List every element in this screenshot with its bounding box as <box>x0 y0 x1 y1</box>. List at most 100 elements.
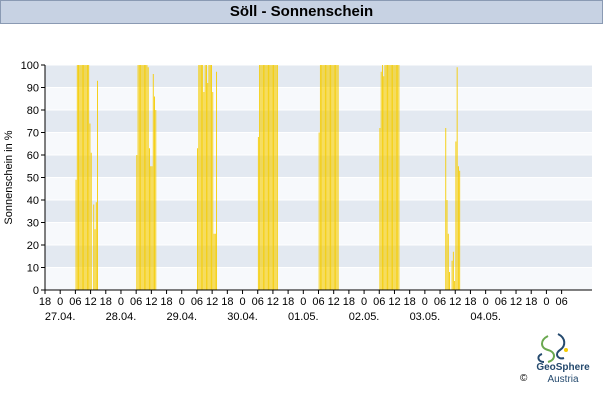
x-tick-label: 12 <box>328 296 340 308</box>
bar <box>152 74 154 290</box>
bar <box>395 65 397 290</box>
bar <box>151 166 153 290</box>
x-tick-label: 18 <box>39 296 51 308</box>
bar <box>97 80 98 290</box>
bar <box>388 65 390 290</box>
bar <box>138 65 140 290</box>
x-tick-label: 0 <box>300 296 306 308</box>
bar <box>84 65 86 290</box>
bar <box>389 65 391 290</box>
bar <box>200 65 202 290</box>
bar <box>325 65 326 290</box>
bar <box>385 65 387 290</box>
bar <box>330 65 331 290</box>
x-tick-label: 12 <box>510 296 522 308</box>
x-tick-label: 0 <box>543 296 549 308</box>
bar <box>209 65 211 290</box>
bar <box>265 65 267 290</box>
x-tick-label: 0 <box>361 296 367 308</box>
bar <box>204 65 206 290</box>
bar <box>445 128 447 290</box>
bar <box>323 65 325 290</box>
grid-band <box>45 245 592 268</box>
bar <box>259 65 261 290</box>
bar <box>90 152 92 290</box>
geosphere-logo-icon <box>537 333 568 363</box>
bar <box>319 65 321 290</box>
bar <box>202 65 204 290</box>
x-tick-label: 06 <box>69 296 81 308</box>
y-tick-label: 0 <box>33 285 39 297</box>
bar <box>143 65 145 290</box>
x-tick-label: 0 <box>422 296 428 308</box>
x-tick-label: 12 <box>145 296 157 308</box>
x-tick-label: 12 <box>388 296 400 308</box>
bar <box>83 65 85 290</box>
date-label: 03.05. <box>410 311 441 323</box>
bar <box>322 65 324 290</box>
bar <box>150 166 152 290</box>
x-tick-label: 06 <box>252 296 264 308</box>
bar <box>78 65 79 290</box>
bar <box>260 65 262 290</box>
grid-band <box>45 65 592 88</box>
brand-name: GeoSphere <box>536 362 590 373</box>
x-tick-label: 18 <box>464 296 476 308</box>
grid-band <box>45 132 592 155</box>
grid-band <box>45 267 592 290</box>
bar <box>203 92 205 290</box>
date-label: 02.05. <box>349 311 380 323</box>
x-tick-label: 0 <box>179 296 185 308</box>
x-tick-label: 18 <box>100 296 112 308</box>
y-tick-label: 80 <box>27 105 39 117</box>
bar <box>382 65 383 290</box>
bar <box>207 83 209 290</box>
bar <box>208 65 210 290</box>
x-tick-label: 06 <box>130 296 142 308</box>
bar <box>390 65 392 290</box>
y-axis-title: Sonnenschein in % <box>3 130 15 224</box>
x-tick-label: 18 <box>343 296 355 308</box>
bar <box>270 65 272 290</box>
x-tick-label: 0 <box>239 296 245 308</box>
x-tick-label: 06 <box>434 296 446 308</box>
bar <box>449 272 450 290</box>
bar <box>216 71 218 290</box>
title-bar <box>0 0 603 24</box>
x-tick-label: 18 <box>282 296 294 308</box>
x-tick-label: 06 <box>495 296 507 308</box>
bar <box>380 71 382 290</box>
bar <box>398 65 400 290</box>
bar <box>140 65 142 290</box>
y-tick-label: 10 <box>27 263 39 275</box>
bar <box>331 65 333 290</box>
brand-subtitle: Austria <box>547 374 579 385</box>
bar <box>459 170 461 290</box>
bar <box>79 65 81 290</box>
bar <box>327 65 329 290</box>
bar <box>394 65 396 290</box>
bar <box>269 65 271 290</box>
bar <box>93 204 95 290</box>
x-tick-label: 0 <box>118 296 124 308</box>
bar <box>326 65 328 290</box>
bar <box>268 65 269 290</box>
bar <box>332 65 334 290</box>
bar <box>321 65 323 290</box>
y-tick-label: 100 <box>21 60 39 72</box>
date-label: 29.04. <box>166 311 197 323</box>
bar <box>76 65 78 290</box>
bar <box>456 67 458 290</box>
bar <box>455 141 457 290</box>
bar <box>155 110 157 290</box>
bar <box>213 233 215 290</box>
bar <box>447 233 449 290</box>
x-tick-label: 18 <box>160 296 172 308</box>
bar <box>264 65 266 290</box>
bar <box>379 128 381 290</box>
bar <box>205 65 207 290</box>
x-tick-label: 12 <box>84 296 96 308</box>
bar <box>146 65 148 290</box>
x-tick-label: 06 <box>555 296 567 308</box>
